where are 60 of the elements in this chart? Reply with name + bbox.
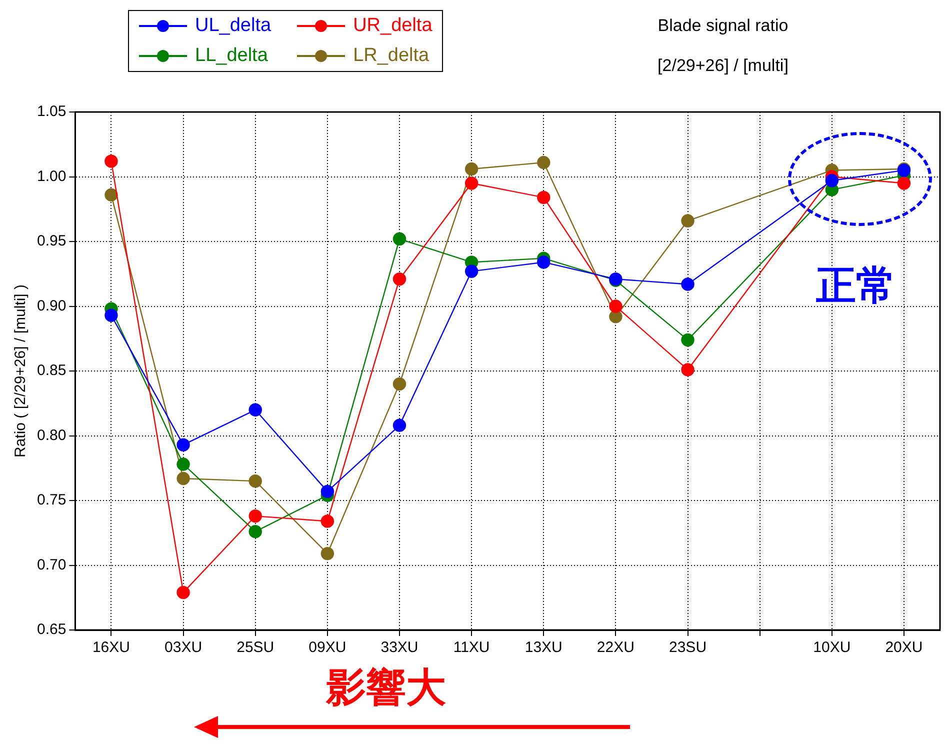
point [248, 474, 262, 488]
point [176, 586, 190, 600]
point [248, 524, 262, 538]
point [320, 546, 334, 560]
point [248, 509, 262, 523]
x-tick-label: 20XU [885, 639, 923, 656]
x-tick-label: 33XU [380, 639, 418, 656]
text: 影響大 [326, 664, 446, 713]
point [104, 154, 118, 168]
y-tick-label: 0.90 [36, 297, 66, 314]
y-tick-label: 0.70 [36, 556, 66, 574]
legend-label: UL_delta [195, 15, 272, 37]
point [392, 232, 406, 246]
point [320, 514, 334, 528]
x-tick-label: 03XU [164, 639, 202, 656]
point [537, 156, 550, 170]
point [464, 176, 478, 190]
y-tick-label: 0.95 [36, 232, 66, 250]
point [609, 300, 622, 313]
chart-subtitle: [2/29+26] / [multi] [656, 56, 790, 76]
point [464, 264, 478, 278]
x-tick-label: 22XU [596, 639, 634, 656]
point [681, 278, 694, 291]
point [537, 190, 550, 204]
point [392, 272, 406, 286]
y-tick-label: 0.80 [36, 426, 66, 444]
x-tick-label: 10XU [813, 639, 851, 656]
legend-label: UR_delta [353, 15, 432, 37]
chart-title: Blade signal ratio [656, 16, 790, 36]
point [104, 308, 118, 322]
point [825, 174, 838, 188]
x-tick-label: 13XU [524, 639, 562, 656]
y-tick-label: 0.65 [36, 621, 66, 638]
x-tick-label: 16XU [92, 639, 130, 656]
y-axis-title: Ratio ( [2/29+26] / [multi] ) [12, 284, 30, 458]
annotation: 正常 [816, 262, 896, 311]
x-tick-label: 25SU [236, 639, 274, 656]
legend-label: LL_delta [195, 45, 268, 67]
point [681, 333, 694, 347]
x-tick-label: 09XU [308, 639, 346, 656]
x-tick-label: 11XU [453, 639, 490, 656]
point [248, 403, 262, 416]
point [897, 176, 911, 190]
point [464, 162, 478, 176]
point [176, 472, 190, 486]
point [104, 188, 118, 202]
point [176, 458, 190, 471]
point [320, 484, 334, 498]
y-tick-label: 1.00 [36, 168, 66, 185]
point [537, 256, 550, 269]
x-tick-label: 23SU [669, 639, 707, 656]
point [176, 438, 190, 452]
point [681, 214, 694, 228]
point [392, 418, 406, 432]
point [392, 377, 406, 391]
y-tick-label: 0.85 [36, 362, 66, 380]
y-tick-label: 1.05 [36, 103, 66, 120]
point [681, 363, 694, 376]
legend-label: LR_delta [353, 45, 430, 67]
y-tick-label: 0.75 [36, 492, 66, 509]
